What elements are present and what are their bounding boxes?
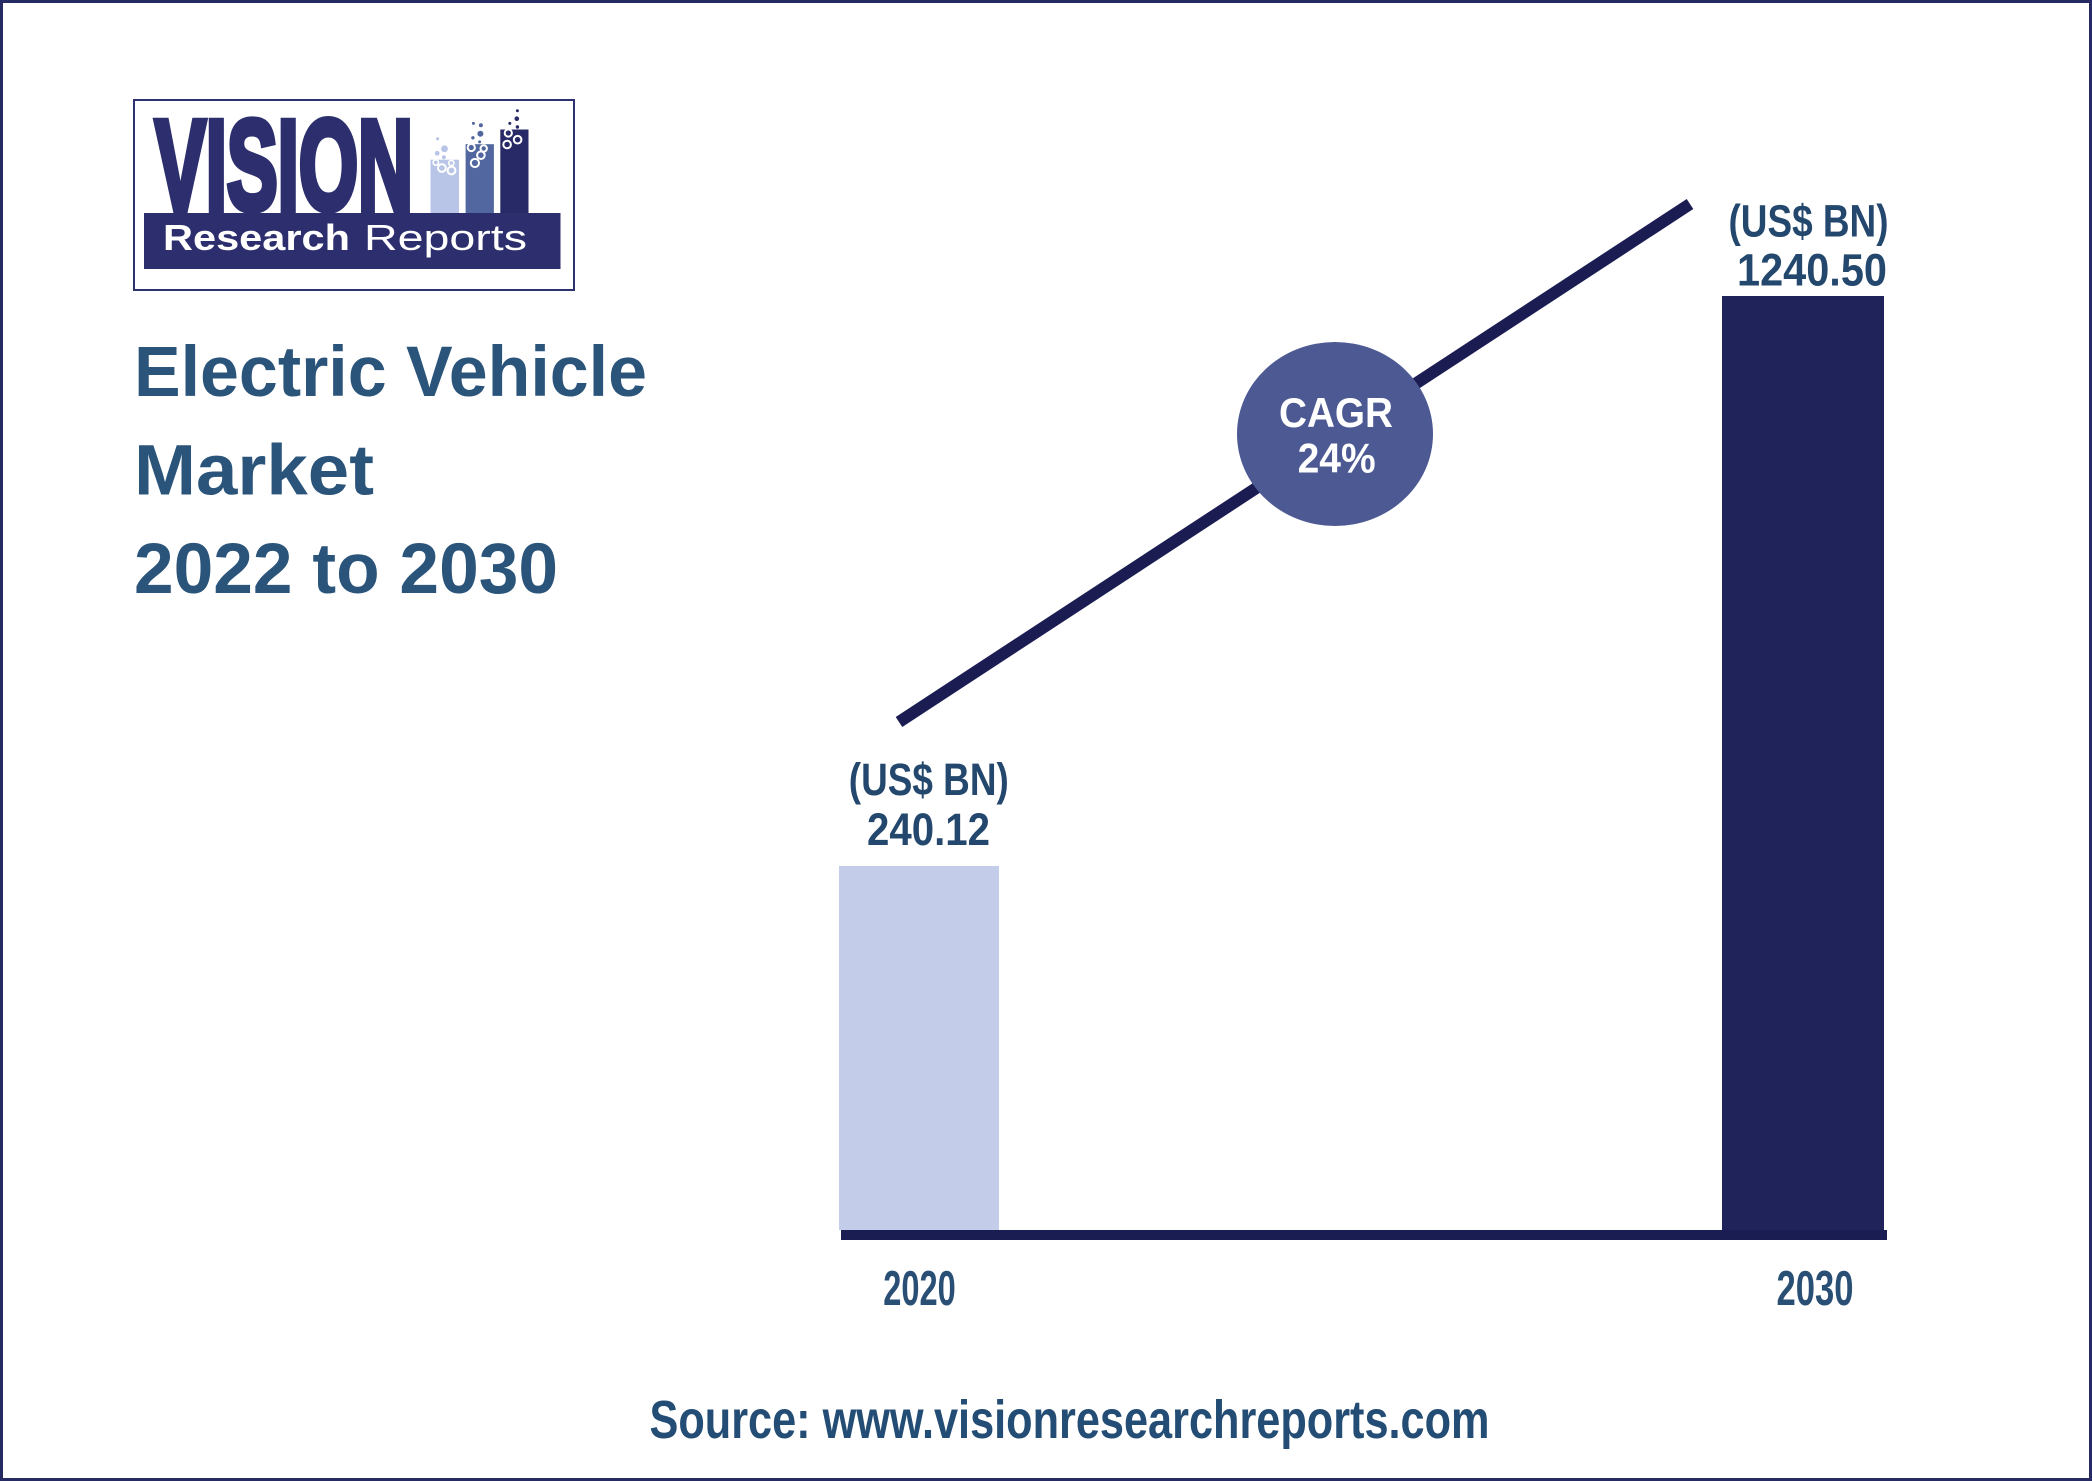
svg-text:1240.50: 1240.50 xyxy=(1737,245,1887,296)
svg-text:2020: 2020 xyxy=(883,1261,956,1316)
svg-text:Market: Market xyxy=(134,432,374,511)
svg-text:Source: www.visionresearchrepo: Source: www.visionresearchreports.com xyxy=(650,1390,1490,1450)
svg-text:Reports: Reports xyxy=(364,217,527,258)
svg-text:2030: 2030 xyxy=(1777,1261,1854,1316)
svg-text:(US$ BN): (US$ BN) xyxy=(849,754,1009,805)
svg-text:240.12: 240.12 xyxy=(867,804,990,855)
svg-text:CAGR: CAGR xyxy=(1279,389,1393,436)
svg-text:24%: 24% xyxy=(1298,435,1376,482)
svg-text:Research: Research xyxy=(163,217,350,258)
svg-text:2022 to 2030: 2022 to 2030 xyxy=(134,530,558,609)
svg-text:Electric Vehicle: Electric Vehicle xyxy=(134,333,647,412)
svg-text:(US$ BN): (US$ BN) xyxy=(1729,196,1889,247)
